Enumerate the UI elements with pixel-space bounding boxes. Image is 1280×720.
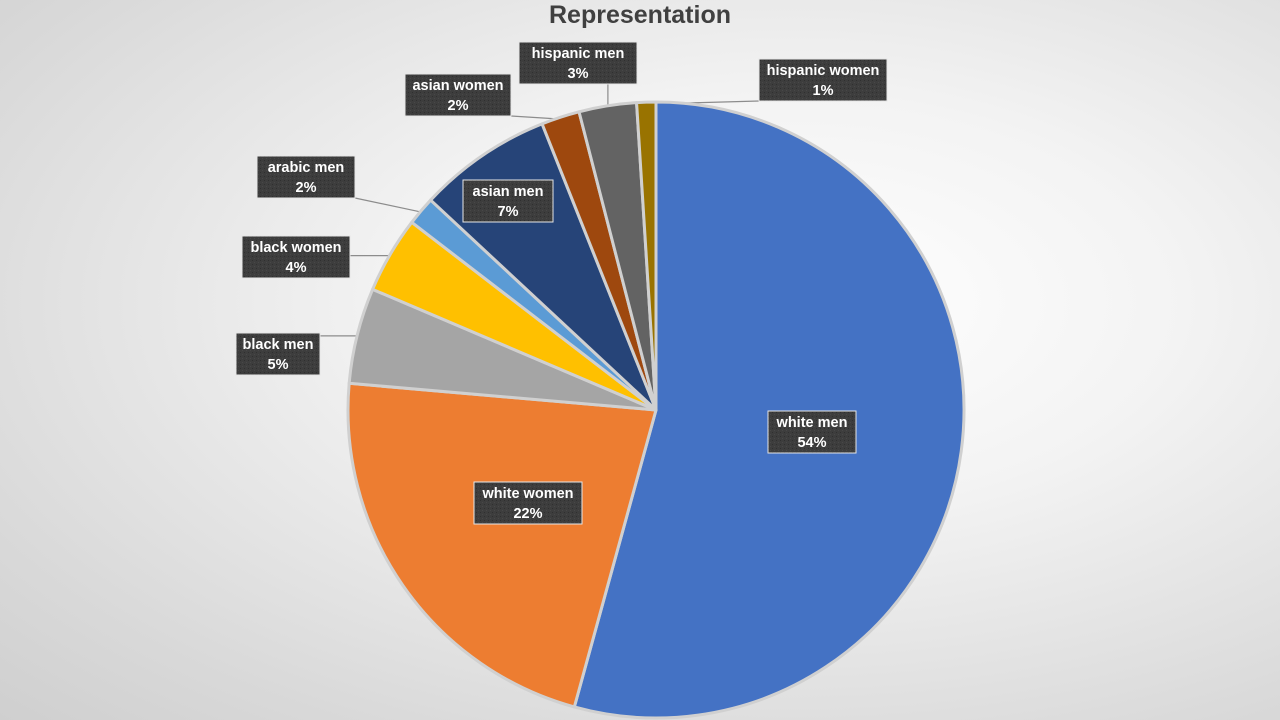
data-label-box bbox=[235, 332, 321, 376]
data-label-box bbox=[473, 481, 583, 525]
pie-slices bbox=[346, 100, 966, 720]
data-label-category: black women bbox=[250, 240, 341, 256]
data-label-percent: 7% bbox=[498, 204, 519, 220]
data-label-category: hispanic men bbox=[532, 46, 625, 62]
data-label-percent: 3% bbox=[568, 66, 589, 82]
pie-slice-white-men bbox=[572, 100, 966, 720]
data-label-category: white men bbox=[776, 415, 848, 431]
data-label-category: asian men bbox=[473, 184, 544, 200]
data-label-box bbox=[518, 41, 638, 85]
pie-slice-white-women bbox=[346, 381, 658, 709]
data-label-percent: 2% bbox=[296, 180, 317, 196]
data-label-box bbox=[462, 179, 554, 223]
data-label-category: black men bbox=[243, 337, 314, 353]
data-label-box bbox=[767, 410, 857, 454]
pie-slice-hispanic-women bbox=[635, 100, 658, 412]
data-label-category: white women bbox=[481, 486, 573, 502]
data-label-category: arabic men bbox=[268, 160, 345, 176]
data-label-percent: 1% bbox=[813, 83, 834, 99]
data-label-percent: 4% bbox=[286, 260, 307, 276]
data-label-percent: 2% bbox=[448, 98, 469, 114]
data-label-percent: 5% bbox=[268, 357, 289, 373]
leader-line bbox=[354, 197, 423, 213]
data-label-category: asian women bbox=[412, 78, 503, 94]
data-label-percent: 22% bbox=[513, 506, 542, 522]
data-labels: white men 54% white women 22% black men 5% bla… bbox=[235, 41, 888, 525]
chart-title: Representation bbox=[549, 1, 731, 29]
data-label-percent: 54% bbox=[797, 435, 826, 451]
data-label-category: hispanic women bbox=[767, 63, 880, 79]
data-label-box bbox=[256, 155, 356, 199]
data-label-box bbox=[758, 58, 888, 102]
data-label-box bbox=[241, 235, 351, 279]
data-label-box bbox=[404, 73, 512, 117]
